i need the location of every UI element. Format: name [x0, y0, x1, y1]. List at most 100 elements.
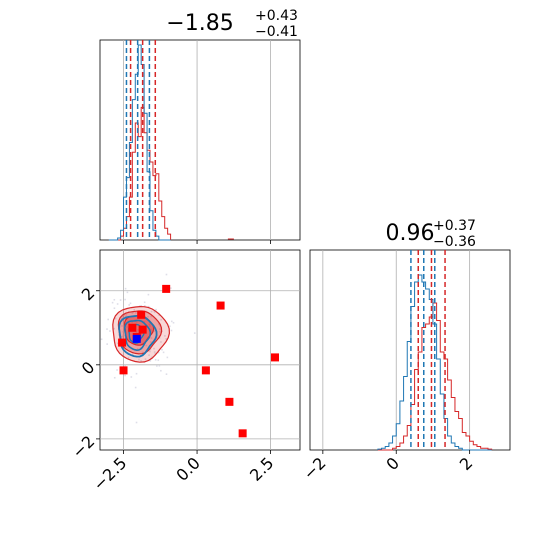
marginal-grid-param1 — [322, 250, 471, 450]
sample-dot-139 — [149, 341, 152, 343]
sample-dot-159 — [143, 321, 146, 323]
sample-dot-87 — [129, 302, 132, 305]
sample-dot-155 — [158, 314, 161, 317]
marginal-panel-param1: −2 0 2 0.96 +0.37 −0.36 — [300, 218, 511, 484]
sample-dot-121 — [153, 351, 156, 353]
joint-scatter-points — [118, 284, 279, 438]
marginal-histograms-param1 — [377, 274, 493, 451]
y-tick-label-j-1: 0 — [78, 358, 99, 379]
sample-dot-140 — [113, 298, 116, 301]
x-tick-label-m1-2: 2 — [456, 453, 477, 474]
sample-dot-29 — [149, 325, 151, 327]
title-param1-lower: −0.36 — [433, 234, 476, 250]
sample-dot-16 — [151, 356, 153, 359]
sample-dot-20 — [157, 351, 160, 354]
hist-b-param1 — [377, 274, 492, 451]
scatter-point-8 — [128, 323, 137, 332]
x-tick-label-j-2: 2.5 — [246, 453, 277, 484]
sample-dot-64 — [131, 321, 133, 324]
sample-dot-138 — [149, 359, 152, 362]
sample-dot-38 — [130, 376, 133, 378]
sample-dot-108 — [149, 350, 151, 353]
sample-dot-126 — [145, 344, 148, 347]
sample-dot-76 — [116, 303, 119, 305]
sample-dot-31 — [117, 342, 119, 345]
sample-dot-125 — [140, 305, 143, 307]
marginal-x-ticks-param1: −2 0 2 — [300, 450, 477, 484]
sample-dot-42 — [160, 341, 162, 343]
sample-dot-116 — [165, 273, 168, 276]
sample-dot-51 — [135, 372, 138, 375]
sample-dot-54 — [144, 358, 147, 360]
sample-dot-79 — [113, 327, 116, 330]
sample-dot-62 — [127, 356, 130, 359]
sample-dot-134 — [156, 365, 158, 367]
marginal-panel-param0: −1.85 +0.43 −0.41 — [99, 8, 301, 244]
sample-dot-26 — [165, 338, 167, 340]
sample-dot-100 — [107, 318, 109, 321]
sample-dot-92 — [162, 351, 165, 354]
sample-dot-143 — [140, 334, 143, 336]
sample-dot-111 — [193, 332, 196, 334]
sample-dot-127 — [150, 328, 152, 331]
sample-dot-102 — [134, 386, 137, 389]
sample-dot-56 — [140, 359, 142, 362]
sample-dot-148 — [148, 323, 151, 326]
sample-dot-117 — [114, 317, 117, 320]
sample-dot-39 — [125, 313, 128, 316]
contour-a-outer — [112, 305, 171, 363]
hist-a-param1 — [377, 302, 493, 451]
sample-dot-22 — [165, 373, 168, 375]
sample-dot-14 — [106, 343, 108, 345]
marginal-frame-param0 — [99, 39, 301, 241]
sample-dot-113 — [128, 322, 130, 325]
sample-dot-61 — [137, 329, 139, 331]
sample-dot-57 — [164, 335, 166, 337]
sample-dot-84 — [170, 320, 173, 323]
sample-dot-118 — [113, 376, 116, 379]
sample-dot-149 — [159, 328, 161, 330]
sample-dot-6 — [109, 330, 111, 332]
joint-grid — [100, 250, 300, 450]
scatter-point-5 — [238, 429, 247, 438]
sample-dot-73 — [160, 318, 162, 321]
sample-dot-8 — [170, 329, 173, 332]
y-tick-label-j-0: −2 — [68, 432, 98, 462]
sample-dot-142 — [149, 348, 152, 351]
sample-dot-114 — [172, 321, 175, 324]
scatter-point-0 — [162, 284, 171, 293]
x-tick-label-m1-1: 0 — [382, 453, 403, 474]
joint-x-ticks: −2.5 0.0 2.5 — [89, 450, 277, 494]
sample-dot-152 — [154, 358, 157, 361]
sample-dot-82 — [153, 347, 155, 350]
sample-dot-1 — [119, 299, 122, 301]
x-tick-label-m1-0: −2 — [300, 453, 330, 483]
sample-dot-21 — [118, 333, 120, 336]
sample-dot-52 — [124, 334, 126, 337]
sample-dot-0 — [122, 330, 125, 333]
sample-dot-23 — [124, 287, 127, 290]
sample-dot-50 — [111, 301, 114, 304]
sample-dot-151 — [147, 315, 149, 318]
title-param1-upper: +0.37 — [433, 218, 476, 234]
scatter-point-4 — [225, 397, 234, 406]
sample-dot-110 — [159, 330, 161, 333]
sample-dot-158 — [150, 310, 153, 313]
sample-dot-2 — [126, 326, 128, 328]
sample-dot-60 — [135, 321, 138, 323]
sample-dot-30 — [158, 364, 161, 367]
marginal-quantile-lines-param0 — [125, 40, 157, 240]
sample-dot-136 — [160, 369, 162, 372]
scatter-point-3 — [201, 366, 210, 375]
sample-dot-28 — [170, 287, 172, 289]
sample-dot-69 — [136, 347, 139, 350]
sample-dot-88 — [150, 337, 153, 339]
sample-dot-96 — [140, 333, 142, 335]
sample-dot-91 — [157, 359, 160, 362]
title-param0-upper: +0.43 — [255, 8, 298, 24]
sample-dot-86 — [123, 314, 126, 316]
y-tick-label-j-2: 2 — [78, 284, 99, 305]
joint-y-ticks: −2 0 2 — [68, 284, 100, 462]
sample-dot-150 — [121, 317, 123, 320]
sample-dot-4 — [148, 354, 150, 356]
